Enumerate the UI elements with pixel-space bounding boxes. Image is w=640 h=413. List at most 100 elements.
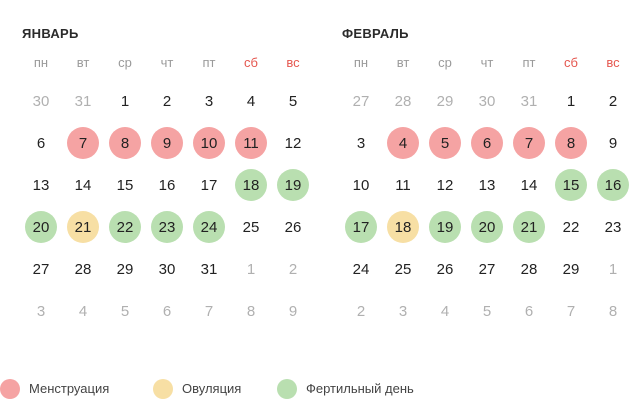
- day-number: 6: [36, 134, 46, 152]
- day-cell-outside-month[interactable]: 1: [230, 248, 272, 290]
- day-cell[interactable]: 29: [550, 248, 592, 290]
- day-grid: 30 31 1 2 3 4 5 6 7 8 9 10 11 12 13 14 15 16 17 18 19 20 21 22 2…: [20, 80, 310, 332]
- day-cell-outside-month[interactable]: 7: [188, 290, 230, 332]
- day-cell-outside-month[interactable]: 4: [62, 290, 104, 332]
- day-cell-outside-month[interactable]: 2: [340, 290, 382, 332]
- day-cell[interactable]: 16: [146, 164, 188, 206]
- day-cell-menstruation[interactable]: 7: [508, 122, 550, 164]
- day-cell[interactable]: 17: [188, 164, 230, 206]
- day-number: 26: [436, 260, 454, 278]
- day-cell-fertile[interactable]: 23: [146, 206, 188, 248]
- day-cell[interactable]: 14: [508, 164, 550, 206]
- day-cell-outside-month[interactable]: 8: [592, 290, 634, 332]
- day-cell-menstruation[interactable]: 7: [62, 122, 104, 164]
- day-cell-fertile[interactable]: 20: [20, 206, 62, 248]
- day-cell-outside-month[interactable]: 28: [382, 80, 424, 122]
- day-cell[interactable]: 12: [424, 164, 466, 206]
- day-cell[interactable]: 27: [20, 248, 62, 290]
- day-cell-outside-month[interactable]: 30: [466, 80, 508, 122]
- day-cell[interactable]: 22: [550, 206, 592, 248]
- day-cell-outside-month[interactable]: 2: [272, 248, 314, 290]
- day-cell-outside-month[interactable]: 5: [104, 290, 146, 332]
- day-cell-fertile[interactable]: 16: [592, 164, 634, 206]
- day-cell-fertile[interactable]: 24: [188, 206, 230, 248]
- day-cell[interactable]: 15: [104, 164, 146, 206]
- day-number: 13: [478, 176, 496, 194]
- day-cell-fertile[interactable]: 17: [340, 206, 382, 248]
- day-number: 10: [200, 134, 218, 152]
- day-cell-outside-month[interactable]: 9: [272, 290, 314, 332]
- day-cell-outside-month[interactable]: 4: [424, 290, 466, 332]
- day-cell-outside-month[interactable]: 6: [508, 290, 550, 332]
- weekday-label: ср: [118, 55, 132, 70]
- day-number: 12: [284, 134, 302, 152]
- day-cell[interactable]: 2: [592, 80, 634, 122]
- day-cell[interactable]: 3: [340, 122, 382, 164]
- day-cell[interactable]: 30: [146, 248, 188, 290]
- day-cell[interactable]: 25: [230, 206, 272, 248]
- day-cell-menstruation[interactable]: 11: [230, 122, 272, 164]
- day-number: 27: [32, 260, 50, 278]
- day-cell[interactable]: 6: [20, 122, 62, 164]
- day-cell[interactable]: 1: [104, 80, 146, 122]
- day-cell-outside-month[interactable]: 27: [340, 80, 382, 122]
- day-cell[interactable]: 5: [272, 80, 314, 122]
- day-cell[interactable]: 3: [188, 80, 230, 122]
- day-cell-outside-month[interactable]: 3: [20, 290, 62, 332]
- day-cell-outside-month[interactable]: 5: [466, 290, 508, 332]
- day-cell-outside-month[interactable]: 7: [550, 290, 592, 332]
- day-cell-ovulation[interactable]: 18: [382, 206, 424, 248]
- day-number: 4: [440, 302, 450, 320]
- day-cell[interactable]: 31: [188, 248, 230, 290]
- day-cell-outside-month[interactable]: 29: [424, 80, 466, 122]
- day-cell-outside-month[interactable]: 31: [62, 80, 104, 122]
- day-cell-menstruation[interactable]: 4: [382, 122, 424, 164]
- day-cell[interactable]: 2: [146, 80, 188, 122]
- day-marker: 6: [471, 127, 503, 159]
- day-cell[interactable]: 26: [272, 206, 314, 248]
- day-marker: 22: [555, 211, 587, 243]
- day-cell-fertile[interactable]: 19: [272, 164, 314, 206]
- day-cell[interactable]: 23: [592, 206, 634, 248]
- day-cell-menstruation[interactable]: 8: [104, 122, 146, 164]
- day-marker: 6: [513, 295, 545, 327]
- day-cell[interactable]: 24: [340, 248, 382, 290]
- day-cell[interactable]: 10: [340, 164, 382, 206]
- day-cell-fertile[interactable]: 18: [230, 164, 272, 206]
- day-marker: 24: [193, 211, 225, 243]
- day-cell[interactable]: 9: [592, 122, 634, 164]
- day-marker: 19: [277, 169, 309, 201]
- day-cell-menstruation[interactable]: 9: [146, 122, 188, 164]
- day-cell-menstruation[interactable]: 10: [188, 122, 230, 164]
- day-cell-fertile[interactable]: 20: [466, 206, 508, 248]
- day-cell-menstruation[interactable]: 8: [550, 122, 592, 164]
- day-cell-fertile[interactable]: 21: [508, 206, 550, 248]
- day-cell-ovulation[interactable]: 21: [62, 206, 104, 248]
- day-cell-outside-month[interactable]: 1: [592, 248, 634, 290]
- day-cell-outside-month[interactable]: 30: [20, 80, 62, 122]
- day-cell-menstruation[interactable]: 5: [424, 122, 466, 164]
- day-cell-fertile[interactable]: 19: [424, 206, 466, 248]
- day-marker: 30: [151, 253, 183, 285]
- legend-item-ovulation: Овуляция: [153, 377, 241, 401]
- day-cell[interactable]: 25: [382, 248, 424, 290]
- day-cell[interactable]: 28: [508, 248, 550, 290]
- day-cell[interactable]: 4: [230, 80, 272, 122]
- day-cell-outside-month[interactable]: 8: [230, 290, 272, 332]
- day-cell[interactable]: 13: [20, 164, 62, 206]
- day-cell[interactable]: 27: [466, 248, 508, 290]
- day-cell-fertile[interactable]: 22: [104, 206, 146, 248]
- day-cell[interactable]: 11: [382, 164, 424, 206]
- day-cell[interactable]: 1: [550, 80, 592, 122]
- day-cell-outside-month[interactable]: 31: [508, 80, 550, 122]
- day-cell[interactable]: 26: [424, 248, 466, 290]
- day-cell-fertile[interactable]: 15: [550, 164, 592, 206]
- day-cell[interactable]: 12: [272, 122, 314, 164]
- day-cell[interactable]: 13: [466, 164, 508, 206]
- day-cell-outside-month[interactable]: 6: [146, 290, 188, 332]
- day-cell-outside-month[interactable]: 3: [382, 290, 424, 332]
- day-cell-menstruation[interactable]: 6: [466, 122, 508, 164]
- day-cell[interactable]: 14: [62, 164, 104, 206]
- day-cell[interactable]: 29: [104, 248, 146, 290]
- day-cell[interactable]: 28: [62, 248, 104, 290]
